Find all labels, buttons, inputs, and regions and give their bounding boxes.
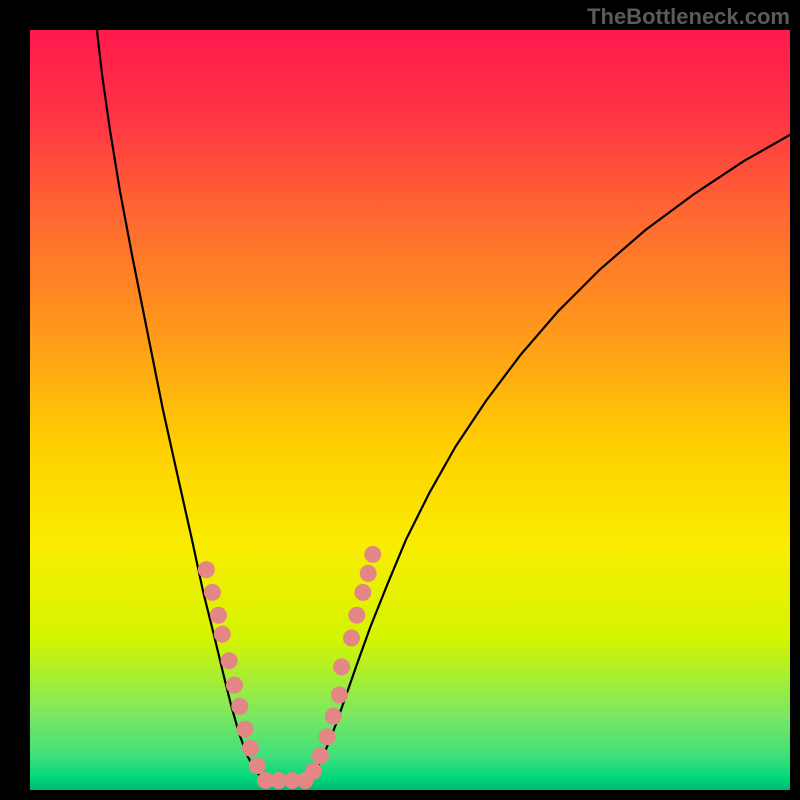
bottleneck-curve-chart [30,30,790,790]
data-marker [325,708,342,725]
chart-container: TheBottleneck.com [0,0,800,800]
data-marker [343,630,360,647]
data-marker [214,626,231,643]
data-marker [221,652,238,669]
data-marker [210,607,227,624]
plot-area [30,30,790,790]
data-marker [360,565,377,582]
data-marker [319,728,336,745]
data-marker [204,584,221,601]
gradient-background [30,30,790,790]
data-marker [226,677,243,694]
data-marker [237,721,254,738]
data-marker [333,658,350,675]
watermark-text: TheBottleneck.com [587,4,790,30]
data-marker [331,687,348,704]
data-marker [249,757,266,774]
data-marker [348,607,365,624]
data-marker [231,698,248,715]
data-marker [312,747,329,764]
data-marker [242,740,259,757]
data-marker [305,763,322,780]
data-marker [364,546,381,563]
data-marker [354,584,371,601]
data-marker [198,561,215,578]
